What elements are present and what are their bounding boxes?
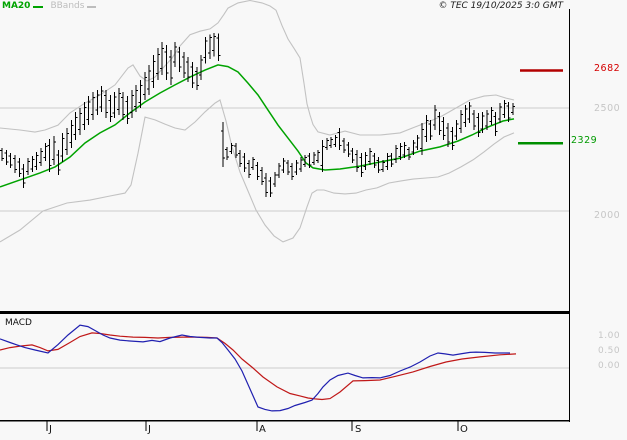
month-ticks <box>46 420 459 431</box>
x-axis-month-september: S <box>355 424 362 435</box>
ma20-line-swatch-icon <box>33 5 44 8</box>
panel-borders <box>0 9 571 422</box>
x-axis-month-august: A <box>259 424 266 435</box>
bbands-line-swatch-icon <box>87 5 97 8</box>
price-level-segments <box>518 69 563 145</box>
macd-lines <box>0 324 517 412</box>
x-axis-month-july: J <box>148 424 151 435</box>
bollinger-bands <box>0 0 515 243</box>
resistance-price-label: 2682 <box>594 63 621 74</box>
macd-axis-label-05: 0.50 <box>598 346 621 356</box>
ohlc-bars <box>0 32 515 197</box>
legend-ma20-label: MA20 <box>2 1 31 11</box>
chart-legend: MA20 BBands <box>2 1 97 11</box>
legend-bbands-label: BBands <box>50 1 85 11</box>
copyright-stamp: © TEC 19/10/2025 3:0 GMT <box>438 1 563 11</box>
macd-panel-title: MACD <box>5 318 32 328</box>
axis-label-2000: 2000 <box>594 210 621 221</box>
gridlines <box>0 107 570 369</box>
macd-axis-label-1: 1.00 <box>598 331 621 341</box>
support-price-label: 2329 <box>571 135 598 146</box>
axis-label-2500: 2500 <box>594 103 621 114</box>
x-axis-month-june: J <box>49 424 52 435</box>
ma20-line <box>0 64 515 188</box>
macd-axis-label-0: 0.00 <box>598 361 621 371</box>
x-axis-month-october: O <box>460 424 468 435</box>
